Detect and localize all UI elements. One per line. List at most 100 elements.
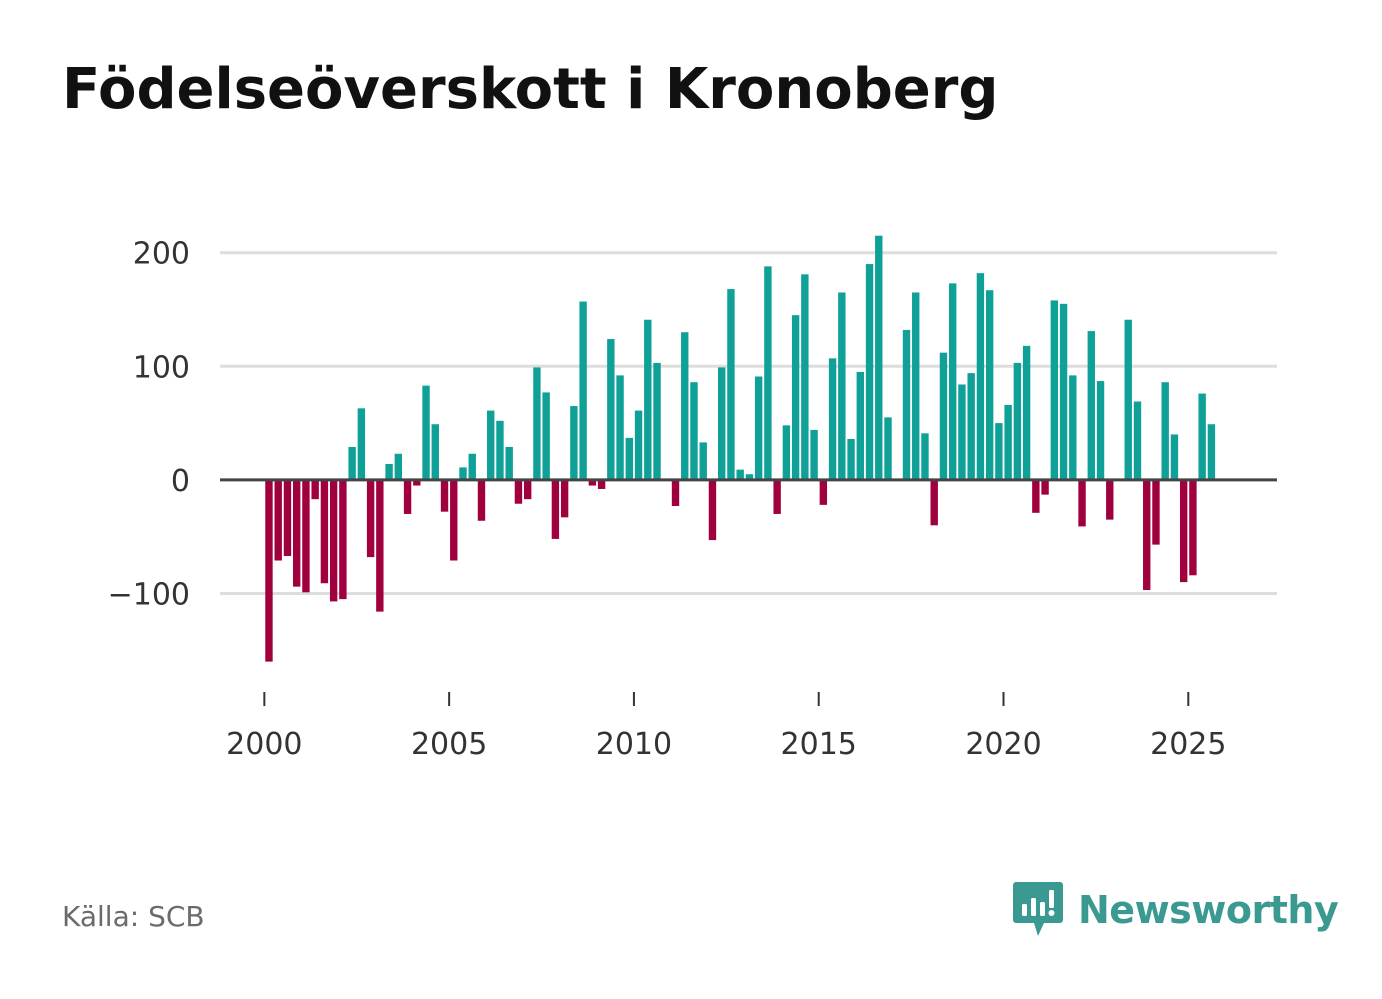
bar [708,479,717,541]
bar [912,292,920,480]
bar [1161,382,1169,480]
source-label: Källa: SCB [62,900,205,933]
newsworthy-logo-icon [1013,882,1063,936]
bar [939,352,948,480]
bar [1106,479,1114,520]
bar [718,367,726,480]
bar [477,479,486,521]
bar [357,408,366,480]
bar [764,266,772,480]
bar [560,479,569,518]
bar [588,479,597,486]
bar [459,467,467,480]
bar [958,384,966,480]
bar [1050,300,1059,480]
bar [274,479,282,561]
bar [413,479,421,486]
bar [329,479,338,602]
bar [1133,401,1142,480]
x-tick-label: 2020 [965,727,1041,762]
bar [948,283,957,480]
bar [422,385,430,480]
bar [967,373,975,480]
bar [699,442,707,480]
bar [644,319,652,480]
bar [1059,303,1068,480]
bar [1207,424,1216,480]
bar [1179,479,1188,583]
bar [681,332,689,480]
brand-logo[interactable]: Newsworthy [1012,880,1339,940]
bar [856,371,864,480]
bar [865,264,874,480]
bar [1143,479,1151,591]
bar [320,479,329,584]
bar [1032,479,1040,513]
bar [1152,479,1160,545]
bar [985,290,994,480]
bar [607,339,615,480]
bar [1069,375,1077,480]
bar [302,479,310,593]
y-tick-label: 100 [133,350,190,385]
bar [616,375,624,480]
bar [496,420,504,480]
bar [1013,362,1022,480]
brand-name: Newsworthy [1078,888,1339,932]
bar [597,479,606,489]
bar [403,479,412,514]
bar [1078,479,1086,527]
bar [542,392,550,480]
bar [468,453,476,480]
bar [773,479,781,514]
bar [902,329,911,480]
bar [791,315,800,480]
bar [995,423,1003,480]
bar [450,479,458,561]
bar [311,479,319,500]
bar [1004,404,1012,480]
bar [265,479,273,662]
bar [348,446,356,480]
bar [431,424,439,480]
y-axis-ticks: −100 0 100 200 [108,237,190,613]
bar-chart: −100 0 100 200 2000 2005 2010 2015 2020 2025 [108,235,1277,762]
bar [579,301,587,480]
bar [875,235,883,480]
bar [1022,345,1031,480]
bar [366,479,375,558]
x-axis: 2000 2005 2010 2015 2020 2025 [226,692,1226,762]
bar [847,438,855,480]
bar [690,382,698,480]
bar [1124,319,1132,480]
bar [754,376,763,480]
bar [930,479,938,526]
bar [819,479,828,505]
bar [505,446,513,480]
bar [828,358,837,480]
bar [533,367,541,480]
bar [625,437,634,480]
bar [745,474,754,480]
bar [884,417,892,480]
bar [385,463,393,480]
bar [440,479,449,512]
x-tick-label: 2010 [596,727,672,762]
bar [838,292,846,480]
bar [671,479,680,506]
bar [514,479,523,504]
bar [634,410,643,480]
bar [1189,479,1197,576]
bar [339,479,347,600]
bar [1041,479,1049,495]
x-tick-label: 2000 [226,727,302,762]
bar [801,274,809,480]
x-tick-label: 2015 [781,727,857,762]
bar [376,479,384,612]
bar [292,479,301,587]
bar [782,425,791,480]
bar [551,479,560,539]
x-tick-label: 2025 [1150,727,1226,762]
bar [1170,434,1179,480]
bar [1096,381,1105,480]
